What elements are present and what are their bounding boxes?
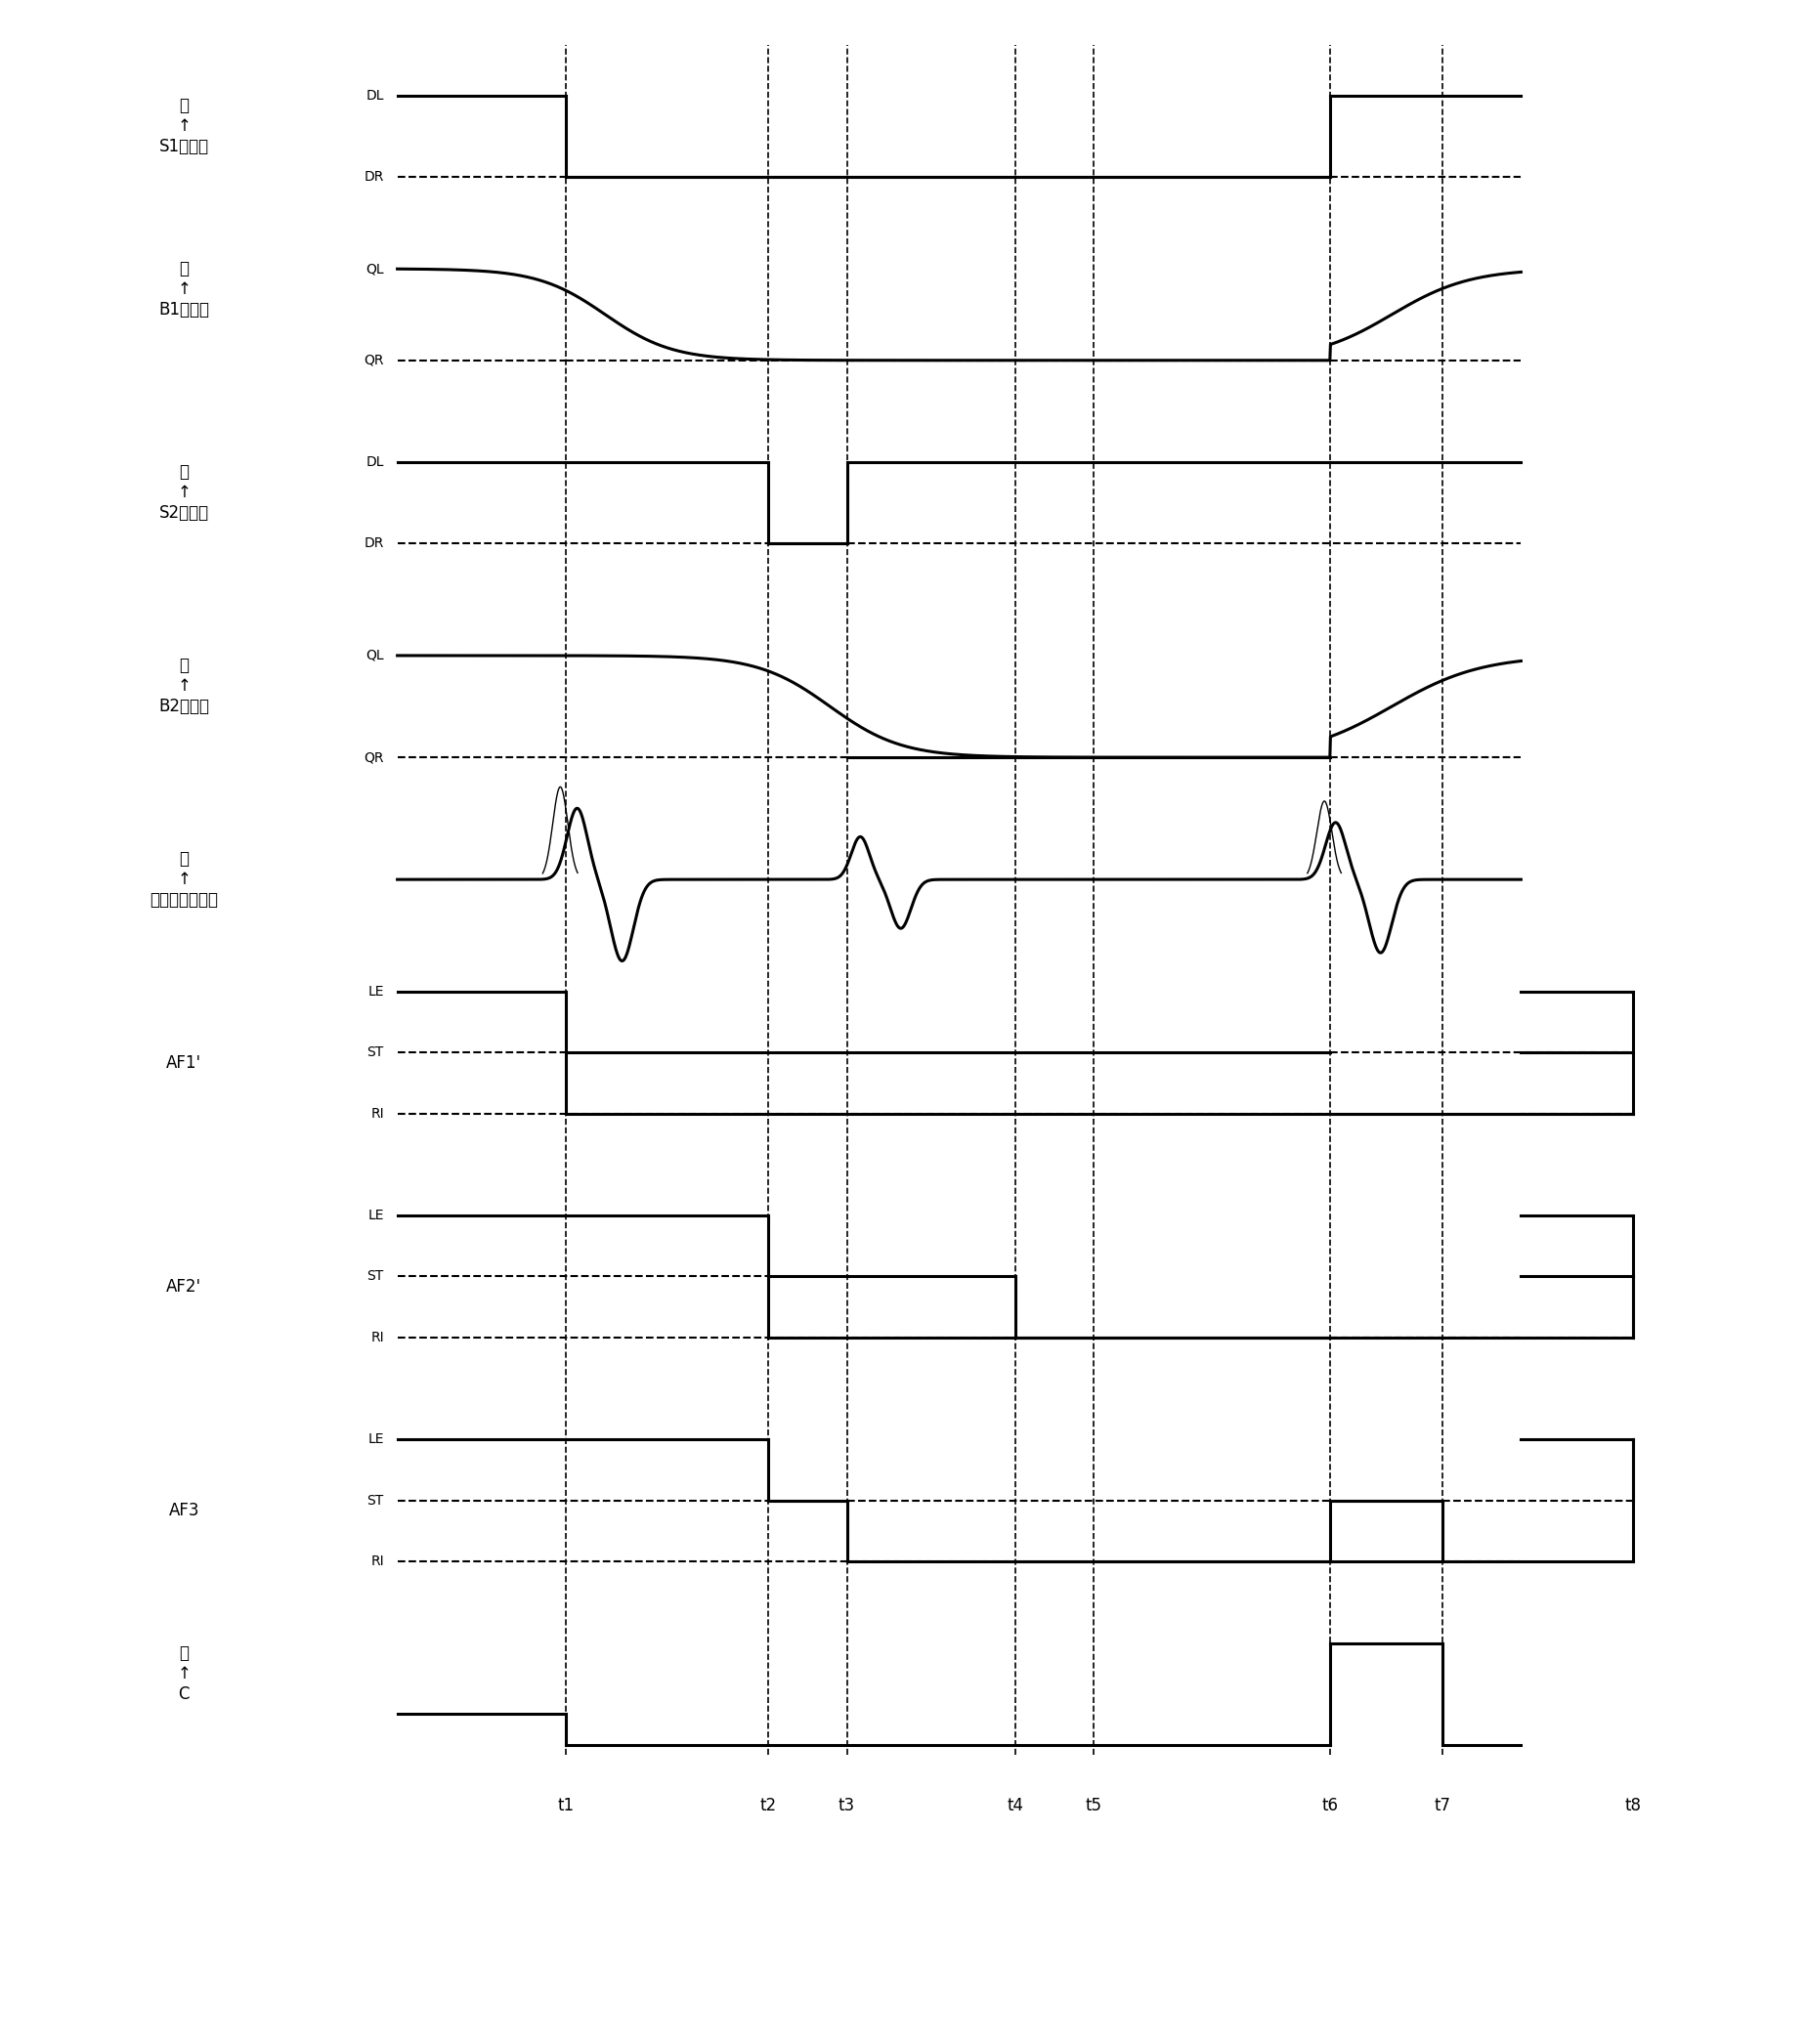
Text: 大
↑
S2开启量: 大 ↑ S2开启量 — [159, 464, 209, 521]
Text: AF2': AF2' — [166, 1278, 202, 1296]
Text: 高
↑
C: 高 ↑ C — [177, 1643, 191, 1703]
Text: AF3: AF3 — [168, 1502, 199, 1519]
Text: LE: LE — [368, 1433, 385, 1447]
Text: DL: DL — [367, 88, 385, 102]
Text: t4: t4 — [1008, 1797, 1024, 1815]
Text: t5: t5 — [1085, 1797, 1102, 1815]
Text: ST: ST — [367, 1494, 385, 1506]
Text: 大
↑
B1进气量: 大 ↑ B1进气量 — [159, 260, 209, 319]
Text: t1: t1 — [558, 1797, 574, 1815]
Text: LE: LE — [368, 1208, 385, 1222]
Text: ST: ST — [367, 1269, 385, 1284]
Text: QL: QL — [365, 648, 385, 662]
Text: 大
↑
B2进气量: 大 ↑ B2进气量 — [159, 656, 209, 715]
Text: AF1': AF1' — [166, 1055, 202, 1071]
Text: t3: t3 — [838, 1797, 856, 1815]
Text: ST: ST — [367, 1047, 385, 1059]
Text: RI: RI — [370, 1106, 385, 1120]
Text: QR: QR — [363, 750, 385, 764]
Text: RI: RI — [370, 1555, 385, 1568]
Text: t2: t2 — [760, 1797, 777, 1815]
Text: RI: RI — [370, 1331, 385, 1345]
Text: t6: t6 — [1322, 1797, 1338, 1815]
Text: DL: DL — [367, 456, 385, 468]
Text: 高
↑
发动机输出功率: 高 ↑ 发动机输出功率 — [150, 850, 219, 910]
Text: QL: QL — [365, 262, 385, 276]
Text: t7: t7 — [1434, 1797, 1450, 1815]
Text: DR: DR — [365, 170, 385, 184]
Text: QR: QR — [363, 354, 385, 368]
Text: DR: DR — [365, 538, 385, 550]
Text: LE: LE — [368, 985, 385, 997]
Text: 大
↑
S1开启量: 大 ↑ S1开启量 — [159, 98, 209, 155]
Text: t8: t8 — [1625, 1797, 1642, 1815]
